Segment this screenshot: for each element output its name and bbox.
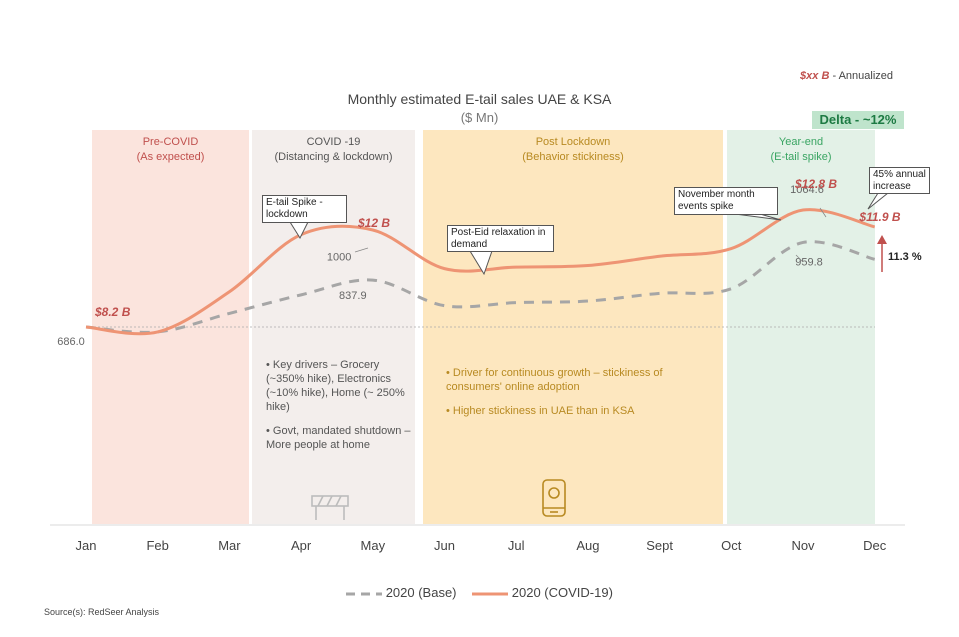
label-leader: [819, 207, 827, 218]
barrier-icon: [311, 495, 349, 520]
annualized-label: $12 B: [357, 216, 390, 230]
x-tick-label: Oct: [721, 538, 742, 553]
series-line-covid: [85, 208, 876, 336]
annualized-note: $xx B - Annualized: [800, 70, 893, 82]
phase-name: Pre-COVID: [142, 136, 199, 148]
legend-label: 2020 (Base): [385, 585, 457, 601]
callout-november: November month events spike: [674, 187, 778, 215]
x-tick-label: Aug: [576, 538, 599, 553]
note-item: • Key drivers – Grocery (~350% hike), El…: [266, 359, 405, 413]
annualized-key: $xx B: [800, 70, 830, 82]
legend-swatch-covid: [472, 592, 509, 596]
phone-icon: [542, 479, 566, 517]
label-leader: [354, 247, 369, 253]
legend-label: 2020 (COVID-19): [511, 585, 613, 601]
phase-title-precovid: Pre-COVID (As expected): [92, 135, 249, 165]
legend-item-base: 2020 (Base): [346, 585, 457, 601]
chart-subtitle: ($ Mn): [460, 110, 499, 125]
x-tick-label: Mar: [218, 538, 241, 553]
callout-eid: Post-Eid relaxation in demand: [447, 225, 554, 252]
x-tick-label: Jun: [434, 538, 455, 553]
phase-subtitle: (Distancing & lockdown): [274, 151, 393, 163]
growth-percent: 11.3 %: [888, 251, 922, 263]
note-item: • Higher stickiness in UAE than in KSA: [446, 405, 635, 417]
annualized-label: $12.8 B: [794, 177, 837, 191]
data-label: 959.8: [795, 256, 823, 268]
phase-name: Post Lockdown: [535, 136, 611, 148]
annualized-text: - Annualized: [832, 70, 893, 82]
data-label: 837.9: [339, 290, 367, 302]
data-labels: 686.0 837.9 959.8 1000 1064.6 $8.2 B $12 B $12.…: [57, 177, 901, 348]
label-leader: [795, 254, 804, 263]
delta-badge: Delta - ~12%: [812, 111, 904, 129]
chart-title: Monthly estimated E-tail sales UAE & KSA: [347, 91, 612, 107]
callout-tail: [289, 221, 309, 240]
data-label: 1064.6: [790, 184, 824, 196]
annualized-label: $11.9 B: [858, 210, 900, 224]
callout-annual-increase: 45% annual increase: [869, 167, 930, 194]
legend-item-covid: 2020 (COVID-19): [472, 585, 613, 600]
phase-title-post-lockdown: Post Lockdown (Behavior stickiness): [423, 135, 723, 165]
phase-name: COVID -19: [306, 136, 361, 148]
legend-swatch-base: [346, 592, 383, 596]
data-label: 686.0: [57, 336, 85, 348]
phase-subtitle: (E-tail spike): [770, 151, 832, 163]
annualized-label: $8.2 B: [94, 305, 131, 319]
x-tick-label: Jan: [76, 538, 97, 553]
x-tick-label: Jul: [508, 538, 525, 553]
covid-notes: • Key drivers – Grocery (~350% hike), El…: [266, 358, 414, 462]
callout-tail: [734, 213, 782, 221]
phase-title-year-end: Year-end (E-tail spike): [727, 135, 875, 165]
x-tick-label: Nov: [791, 538, 815, 553]
x-tick-label: Sept: [646, 538, 673, 553]
x-tick-label: Dec: [863, 538, 887, 553]
callout-lockdown: E-tail Spike - lockdown: [262, 195, 347, 223]
callout-tail: [867, 192, 889, 210]
phase-name: Year-end: [778, 136, 824, 148]
post-lockdown-notes: • Driver for continuous growth – stickin…: [446, 366, 708, 428]
callout-tail: [469, 250, 493, 276]
x-tick-label: May: [361, 538, 386, 553]
source-note: Source(s): RedSeer Analysis: [44, 607, 160, 617]
growth-arrow-head: [877, 235, 887, 244]
x-tick-label: Apr: [291, 538, 312, 553]
legend: 2020 (Base) 2020 (COVID-19): [0, 584, 959, 600]
series-line-base: [85, 240, 876, 334]
phase-subtitle: (Behavior stickiness): [522, 151, 624, 163]
x-tick-label: Feb: [146, 538, 168, 553]
data-label: 1000: [327, 252, 351, 264]
x-tick-labels: Jan Feb Mar Apr May Jun Jul Aug Sept Oct Nov Dec: [76, 538, 887, 553]
phase-band-post-lockdown: [423, 130, 723, 524]
note-item: • Driver for continuous growth – stickin…: [446, 367, 663, 393]
phase-subtitle: (As expected): [136, 151, 205, 163]
phase-title-covid: COVID -19 (Distancing & lockdown): [252, 135, 415, 165]
note-item: • Govt, mandated shutdown – More people …: [266, 425, 411, 451]
